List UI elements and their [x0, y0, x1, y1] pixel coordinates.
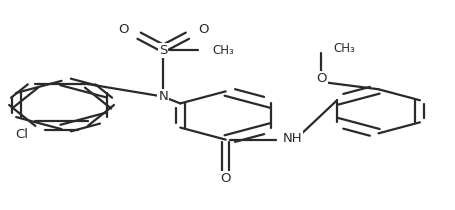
Text: S: S: [159, 44, 167, 57]
Text: CH₃: CH₃: [332, 42, 354, 55]
Text: O: O: [315, 72, 326, 85]
Text: O: O: [197, 23, 208, 36]
Text: N: N: [158, 90, 168, 103]
Text: CH₃: CH₃: [212, 44, 233, 57]
Text: O: O: [117, 23, 128, 36]
Text: NH: NH: [282, 132, 302, 145]
Text: Cl: Cl: [15, 128, 28, 141]
Text: O: O: [220, 172, 231, 185]
